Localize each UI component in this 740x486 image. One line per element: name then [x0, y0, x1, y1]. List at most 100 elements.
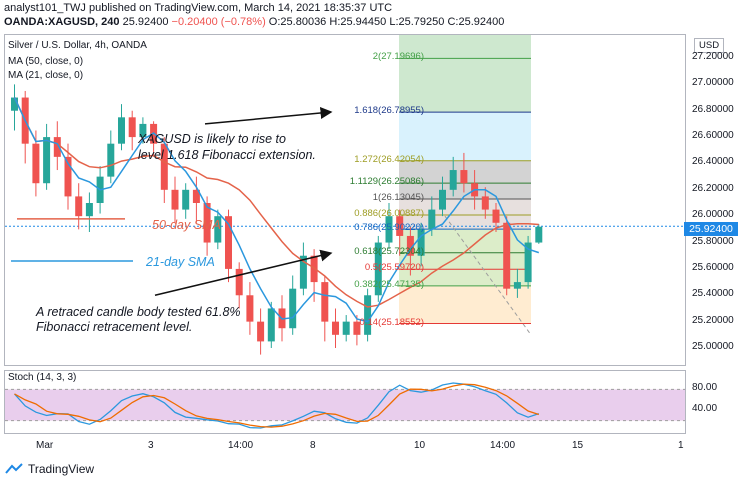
price-chart-pane[interactable] [4, 34, 686, 366]
tradingview-logo-icon [5, 463, 23, 474]
candle-body [492, 209, 500, 223]
price-tick: 25.60000 [692, 261, 734, 273]
candle-body [246, 295, 254, 322]
close-value: 25.92400 [458, 16, 505, 28]
candle-body [257, 321, 265, 342]
candle-body [460, 170, 468, 184]
stoch-tick: 40.00 [692, 403, 718, 415]
fib-label: 1.272(26.42054) [354, 153, 424, 165]
low-value: 25.79250 [398, 16, 445, 28]
fib-label: 0.786(25.90220) [354, 222, 424, 234]
fib-label: 1.1129(26.25086) [349, 176, 424, 188]
high-value: 25.94450 [340, 16, 387, 28]
candle-body [53, 137, 61, 157]
price-tick: 27.20000 [692, 51, 734, 62]
candle-body [353, 321, 361, 335]
candle-body [374, 242, 382, 296]
fib-zone [399, 112, 531, 161]
time-tick: 1 [678, 440, 684, 451]
price-tick: 26.80000 [692, 103, 734, 115]
stoch-band [5, 389, 685, 421]
candle-body [513, 282, 521, 289]
candle-body [524, 242, 532, 283]
chart-title: Silver / U.S. Dollar, 4h, OANDA [8, 40, 147, 51]
time-tick: 3 [148, 440, 154, 451]
candle-body [225, 216, 232, 269]
ma50-line [13, 97, 539, 308]
fib-zone [399, 286, 531, 324]
candle-body [417, 229, 425, 256]
candle-body [332, 321, 339, 335]
price-tick: 25.40000 [692, 288, 734, 300]
fib-label: 2(27.19696) [372, 51, 424, 63]
candle-body [85, 203, 93, 217]
annotation-retrace-2: Fibonacci retracement level. [36, 320, 193, 334]
candle-body [342, 321, 350, 335]
annotation-sma21: 21-day SMA [146, 255, 215, 269]
stoch-axis[interactable]: 80.00 40.00 [686, 370, 738, 432]
annotation-retrace: A retraced candle body tested 61.8% [36, 305, 241, 319]
fib-trendline [444, 215, 532, 336]
price-tick: 26.40000 [692, 156, 734, 168]
annotation-sma50: 50-day SMA [152, 218, 221, 232]
publish-info: analyst101_TWJ published on TradingView.… [4, 2, 393, 14]
stoch-k-line [14, 382, 540, 429]
fib-label: 1(26.13045) [372, 191, 424, 203]
price-tick: 26.60000 [692, 130, 734, 142]
candle-body [289, 288, 297, 329]
stoch-pane[interactable] [4, 370, 686, 434]
candle-body [203, 203, 211, 243]
price-tick: 27.00000 [692, 77, 734, 89]
candle-body [192, 189, 200, 203]
stoch-svg[interactable] [5, 371, 685, 433]
time-tick: 15 [572, 440, 584, 451]
fib-label: 1.618(26.78955) [354, 105, 424, 117]
price-change: −0.20400 (−0.78%) [171, 16, 266, 28]
candle-body [43, 137, 51, 184]
open-value: 25.80036 [280, 16, 327, 28]
annotation-rise: XAGUSD is likely to rise to [138, 132, 286, 146]
stoch-legend: Stoch (14, 3, 3) [8, 372, 77, 383]
candle-body [385, 216, 393, 243]
last-price: 25.92400 [122, 16, 169, 28]
price-tick: 25.00000 [692, 341, 734, 352]
price-chart-svg[interactable] [5, 35, 685, 365]
candle-body [75, 196, 83, 217]
stoch-d-line [14, 383, 540, 428]
footer-brand[interactable]: TradingView [4, 462, 94, 476]
price-tick: 26.20000 [692, 182, 734, 194]
candle-body [321, 282, 329, 322]
price-tick: 25.20000 [692, 314, 734, 326]
fib-zone-top [399, 35, 531, 113]
candle-body [299, 255, 307, 289]
stoch-tick: 80.00 [692, 382, 718, 394]
price-axis[interactable]: 27.20000 27.00000 26.80000 26.60000 26.40000… [686, 34, 738, 364]
candle-body [107, 143, 115, 177]
annotation-arrow-retrace [154, 249, 333, 297]
candle-body [118, 117, 125, 144]
candle-body [235, 268, 243, 296]
close-label: C: [447, 16, 459, 28]
candle-body [406, 235, 414, 256]
candle-body [449, 170, 457, 190]
candle-body [139, 123, 147, 138]
candle-body [64, 156, 72, 197]
fib-label: 0.382(25.47135) [354, 278, 424, 290]
currency-badge[interactable]: USD [694, 38, 725, 53]
annotation-rise-2: level 1.618 Fibonacci extension. [138, 148, 316, 162]
time-tick: 14:00 [490, 440, 516, 451]
candle-body [171, 189, 179, 210]
symbol: OANDA:XAGUSD, 240 [4, 16, 120, 28]
high-label: H: [329, 16, 341, 28]
price-tick: 25.80000 [692, 235, 734, 247]
candle-body [214, 216, 222, 243]
candle-body [503, 222, 511, 289]
price-tick: 26.00000 [692, 209, 734, 221]
fib-label: 0.14(25.18552) [359, 316, 424, 328]
fib-label: 0.5(25.59720) [364, 262, 424, 274]
time-tick: 8 [310, 440, 316, 451]
candle-body [128, 117, 136, 138]
time-tick: 14:00 [228, 440, 254, 451]
footer-text: TradingView [28, 462, 95, 476]
candle-body [160, 143, 168, 190]
